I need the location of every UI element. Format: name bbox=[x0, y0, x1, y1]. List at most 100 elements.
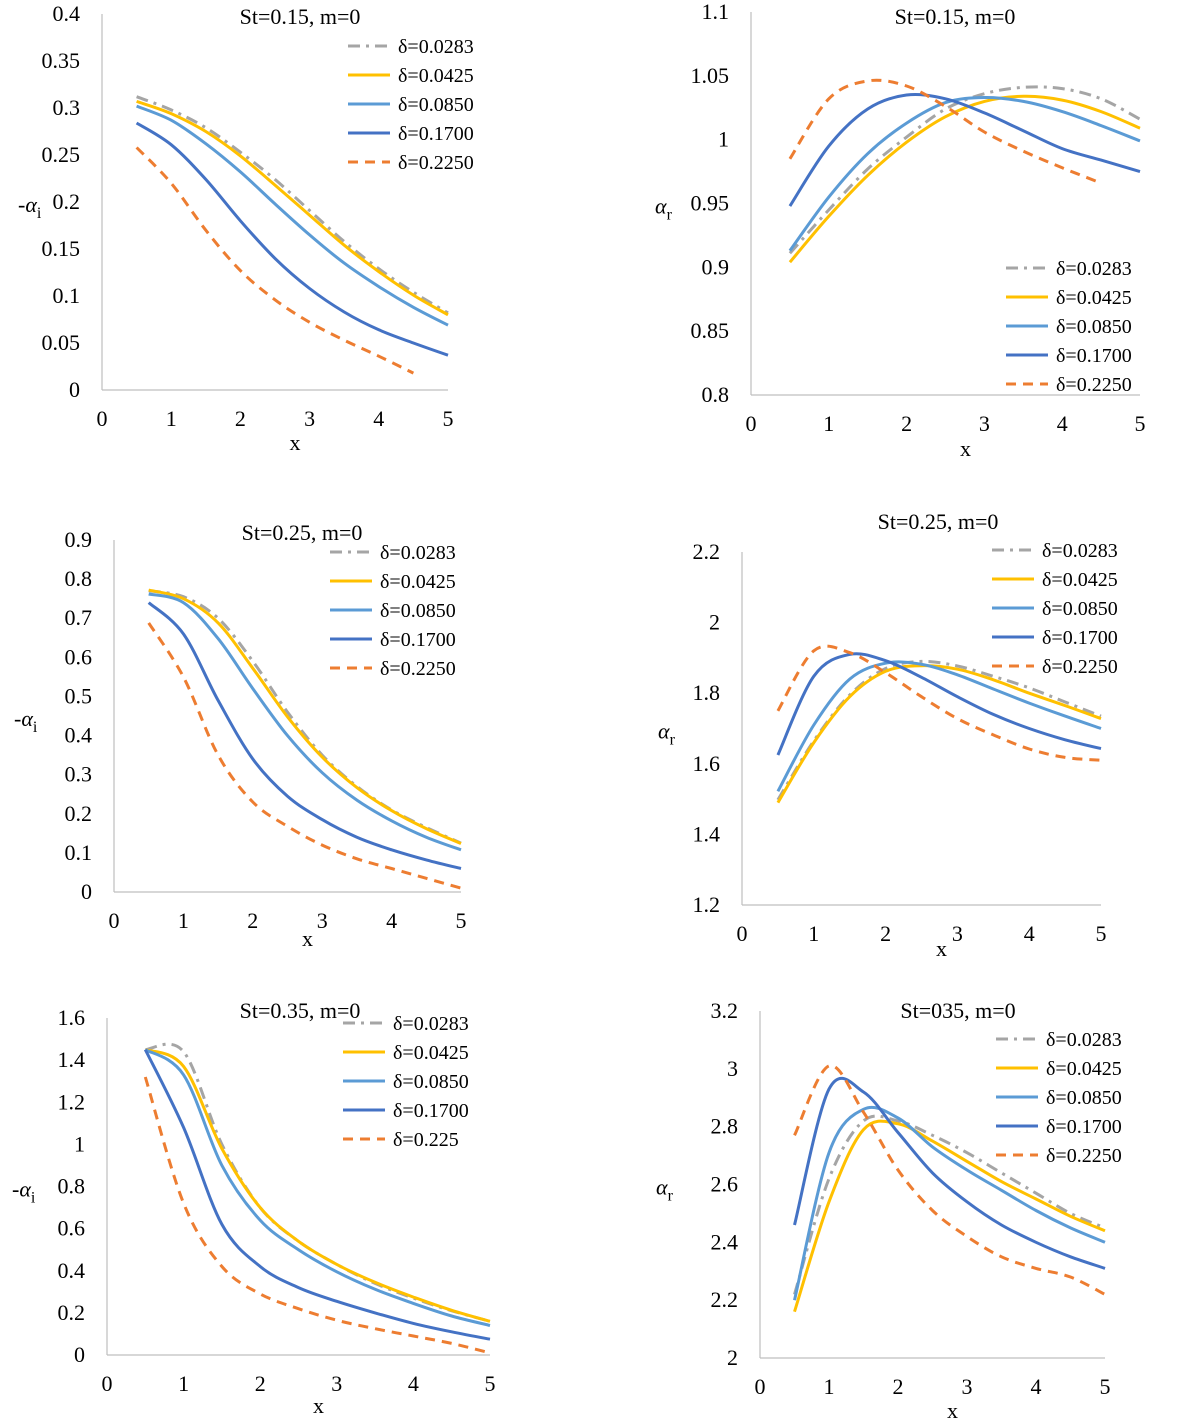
y-tick-label: 0.8 bbox=[58, 1174, 86, 1199]
x-axis-label: x bbox=[302, 926, 313, 951]
series-line-d0850 bbox=[148, 592, 462, 852]
y-axis-label: αr bbox=[658, 719, 676, 749]
x-tick-label: 1 bbox=[823, 411, 834, 436]
series-line-d0425 bbox=[144, 1048, 491, 1323]
x-tick-label: 0 bbox=[102, 1371, 113, 1396]
y-tick-label: 0.7 bbox=[65, 605, 93, 630]
chart-title: St=0.25, m=0 bbox=[242, 520, 363, 545]
chart-panel-3: 0 1 2 3 4 5 0 0.1 0.2 0.3 0.4 0.5 0.6 0.7 0.8 0.9 St=0.2… bbox=[14, 520, 467, 951]
chart-panel-5: 0 1 2 3 4 5 0 0.2 0.4 0.6 0.8 1 1.2 1.4 1.6 St=0.35, m=… bbox=[12, 998, 496, 1418]
x-tick-label: 0 bbox=[109, 908, 120, 933]
y-axis-label-subscript: r bbox=[670, 732, 676, 749]
y-axis-label: -αi bbox=[14, 706, 38, 736]
x-tick-label: 1 bbox=[808, 921, 819, 946]
legend-label: δ=0.0425 bbox=[380, 571, 456, 593]
series-line-d0425 bbox=[788, 94, 1141, 264]
y-axis-label-symbol: α bbox=[656, 1175, 668, 1200]
x-tick-label: 0 bbox=[746, 411, 757, 436]
legend: δ=0.0283 δ=0.0425 δ=0.0850 δ=0.1700 δ=0.2250 bbox=[996, 1029, 1122, 1167]
y-axis-label-subscript: i bbox=[37, 205, 42, 222]
y-tick-label: 2.4 bbox=[711, 1229, 739, 1254]
legend-label: δ=0.1700 bbox=[1056, 345, 1132, 367]
legend-label: δ=0.0850 bbox=[380, 600, 456, 622]
legend: δ=0.0283 δ=0.0425 δ=0.0850 δ=0.1700 δ=0.2250 bbox=[992, 540, 1118, 678]
x-tick-label: 0 bbox=[737, 921, 748, 946]
y-tick-label: 0.35 bbox=[42, 48, 81, 73]
x-axis-label: x bbox=[947, 1398, 958, 1423]
y-axis-label-sign: - bbox=[18, 192, 25, 217]
x-tick-label: 2 bbox=[247, 908, 258, 933]
y-axis-label-symbol: α bbox=[655, 194, 667, 219]
series-line-d0425 bbox=[793, 1119, 1106, 1313]
legend-label: δ=0.0850 bbox=[1042, 598, 1118, 620]
legend-label: δ=0.0283 bbox=[380, 542, 456, 564]
legend-label: δ=0.0850 bbox=[398, 94, 474, 116]
series-line-d1700 bbox=[143, 1048, 491, 1341]
x-tick-label: 3 bbox=[317, 908, 328, 933]
x-axis-label: x bbox=[290, 430, 301, 455]
y-tick-label: 0.25 bbox=[42, 142, 81, 167]
series-line-d1700 bbox=[776, 652, 1102, 756]
y-tick-label: 1 bbox=[74, 1131, 85, 1156]
series-line-d0283 bbox=[776, 659, 1102, 801]
series-line-d2250 bbox=[147, 622, 462, 890]
x-tick-label: 5 bbox=[456, 908, 467, 933]
x-tick-label: 1 bbox=[166, 406, 177, 431]
y-tick-label: 2 bbox=[727, 1345, 738, 1370]
y-tick-label: 0.2 bbox=[65, 801, 93, 826]
chart-panel-2: 0 1 2 3 4 5 0.8 0.85 0.9 0.95 1 1.05 1.1 St=0.15, m=0… bbox=[655, 0, 1146, 461]
x-axis-label: x bbox=[313, 1393, 324, 1418]
legend: δ=0.0283 δ=0.0425 δ=0.0850 δ=0.1700 δ=0.2250 bbox=[330, 542, 456, 680]
x-tick-label: 1 bbox=[178, 1371, 189, 1396]
x-tick-label: 2 bbox=[880, 921, 891, 946]
series-line-d1700 bbox=[793, 1076, 1106, 1270]
y-tick-label: 1.1 bbox=[702, 0, 730, 24]
x-tick-label: 2 bbox=[255, 1371, 266, 1396]
y-tick-label: 0 bbox=[69, 377, 80, 402]
series-line-d0850 bbox=[136, 104, 449, 327]
x-tick-label: 2 bbox=[893, 1374, 904, 1399]
x-axis-label: x bbox=[936, 936, 947, 961]
y-tick-label: 0.5 bbox=[65, 683, 93, 708]
chart-title: St=0.25, m=0 bbox=[878, 509, 999, 534]
legend-label: δ=0.1700 bbox=[380, 629, 456, 651]
x-tick-label: 4 bbox=[408, 1371, 419, 1396]
y-tick-label: 0.1 bbox=[53, 283, 81, 308]
y-tick-label: 0.4 bbox=[53, 1, 81, 26]
series-line-d0850 bbox=[776, 660, 1102, 793]
y-axis-label: -αi bbox=[18, 192, 42, 222]
series-line-d0425 bbox=[148, 588, 462, 845]
y-axis-label-sign: - bbox=[14, 706, 21, 731]
y-tick-label: 3 bbox=[727, 1056, 738, 1081]
y-tick-label: 1.2 bbox=[693, 892, 721, 917]
legend: δ=0.0283 δ=0.0425 δ=0.0850 δ=0.1700 δ=0.225 bbox=[343, 1013, 469, 1151]
y-tick-label: 0.85 bbox=[691, 318, 730, 343]
x-tick-label: 4 bbox=[1024, 921, 1035, 946]
legend-label: δ=0.0283 bbox=[393, 1013, 469, 1035]
series-line-d0283 bbox=[788, 85, 1141, 255]
legend-label: δ=0.0425 bbox=[393, 1042, 469, 1064]
y-tick-label: 1.6 bbox=[693, 751, 721, 776]
legend-label: δ=0.0425 bbox=[1056, 287, 1132, 309]
y-axis-label-subscript: r bbox=[667, 207, 673, 224]
y-tick-label: 0.2 bbox=[58, 1300, 86, 1325]
legend-label: δ=0.0850 bbox=[1046, 1087, 1122, 1109]
series-line-d1700 bbox=[147, 601, 462, 870]
y-axis-label: αr bbox=[655, 194, 673, 224]
legend-label: δ=0.2250 bbox=[380, 658, 456, 680]
chart-title: St=0.15, m=0 bbox=[240, 4, 361, 29]
chart-title: St=0.15, m=0 bbox=[895, 4, 1016, 29]
series-line-d0850 bbox=[793, 1105, 1106, 1301]
y-tick-label: 0.6 bbox=[65, 644, 93, 669]
y-tick-label: 0.05 bbox=[42, 330, 81, 355]
x-tick-label: 4 bbox=[386, 908, 397, 933]
x-tick-label: 5 bbox=[1096, 921, 1107, 946]
y-tick-label: 0.8 bbox=[702, 382, 730, 407]
x-tick-label: 3 bbox=[304, 406, 315, 431]
y-axis-label-symbol: α bbox=[658, 719, 670, 744]
y-tick-label: 0.4 bbox=[58, 1258, 86, 1283]
y-tick-label: 1.4 bbox=[693, 821, 721, 846]
x-tick-label: 4 bbox=[373, 406, 384, 431]
legend-label: δ=0.0425 bbox=[1046, 1058, 1122, 1080]
x-tick-label: 3 bbox=[962, 1374, 973, 1399]
